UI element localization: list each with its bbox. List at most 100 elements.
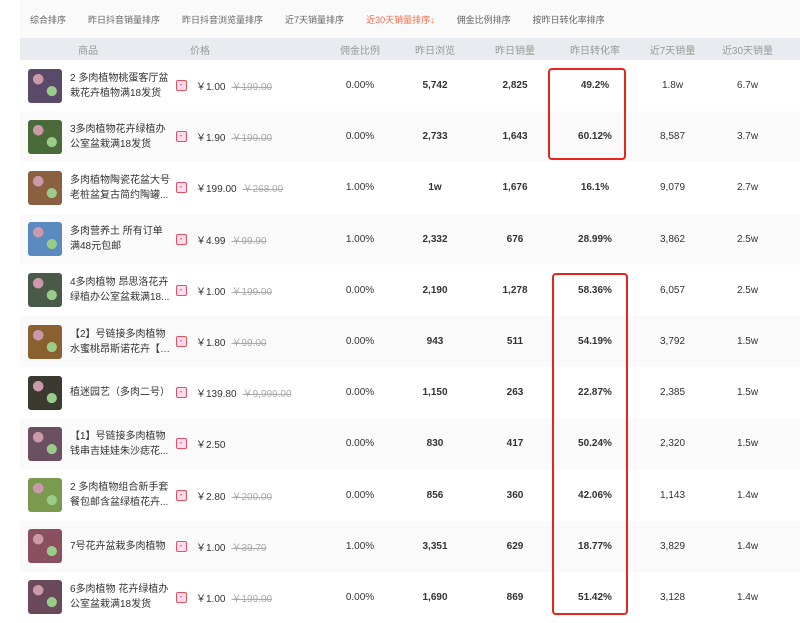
sort-tab[interactable]: 按昨日转化率排序 bbox=[532, 14, 605, 25]
yesterday-conversion: 51.42% bbox=[578, 591, 612, 603]
douyin-icon[interactable] bbox=[176, 591, 187, 603]
header-sales: 昨日销量 bbox=[495, 45, 535, 57]
product-name[interactable]: 6多肉植物 花卉绿植办公室盆栽满18发货 bbox=[70, 584, 169, 611]
table-row[interactable]: 6多肉植物 花卉绿植办公室盆栽满18发货 ￥1.00 ￥199.00 0.00% … bbox=[20, 572, 800, 623]
original-price: ￥199.00 bbox=[231, 133, 273, 145]
douyin-icon[interactable] bbox=[176, 233, 187, 245]
douyin-icon[interactable] bbox=[176, 540, 187, 552]
yesterday-sales: 869 bbox=[506, 591, 524, 603]
sort-tab[interactable]: 昨日抖音销量排序 bbox=[88, 14, 161, 25]
current-price: ￥1.00 bbox=[196, 542, 226, 554]
original-price: ￥39.79 bbox=[231, 542, 267, 554]
sales-30d: 1.4w bbox=[736, 489, 759, 501]
douyin-icon[interactable] bbox=[176, 284, 187, 296]
product-thumbnail[interactable] bbox=[28, 580, 62, 615]
price-cell: ￥199.00 ￥268.00 bbox=[170, 180, 325, 195]
sales-7d: 9,079 bbox=[659, 182, 686, 194]
yesterday-sales: 2,825 bbox=[502, 80, 528, 92]
yesterday-sales: 1,278 bbox=[502, 284, 528, 296]
yesterday-views: 5,742 bbox=[422, 80, 448, 92]
sales-7d: 3,128 bbox=[659, 591, 686, 603]
sort-tab[interactable]: 综合排序 bbox=[30, 14, 67, 25]
douyin-icon[interactable] bbox=[176, 336, 187, 348]
table-row[interactable]: 2 多肉植物组合新手套餐包邮含盆绿植花卉... ￥2.80 ￥200.00 0.0… bbox=[20, 470, 800, 521]
current-price: ￥1.80 bbox=[196, 338, 226, 350]
yesterday-sales: 511 bbox=[506, 336, 524, 348]
current-price: ￥1.90 bbox=[196, 133, 226, 145]
product-thumbnail[interactable] bbox=[28, 478, 62, 513]
yesterday-conversion: 49.2% bbox=[580, 80, 610, 92]
yesterday-conversion: 18.77% bbox=[578, 540, 612, 552]
price-cell: ￥1.00 ￥199.00 bbox=[170, 78, 325, 93]
product-name[interactable]: 2 多肉植物桃蛋客厅盆栽花卉植物满18发货 bbox=[70, 72, 169, 99]
header-commission: 佣金比例 bbox=[340, 45, 380, 57]
sales-30d: 1.5w bbox=[736, 438, 759, 450]
product-name[interactable]: 3多肉植物花卉绿植办公室盆栽满18发货 bbox=[70, 123, 166, 150]
product-name[interactable]: 2 多肉植物组合新手套餐包邮含盆绿植花卉... bbox=[70, 482, 169, 509]
product-name[interactable]: 植迷园艺（多肉二号） bbox=[70, 387, 170, 399]
original-price: ￥199.00 bbox=[231, 286, 273, 298]
table-row[interactable]: 多肉植物陶瓷花盆大号老桩盆复古简约陶罐... ￥199.00 ￥268.00 1.… bbox=[20, 162, 800, 213]
sort-tab[interactable]: 近30天销量排序↓ bbox=[366, 14, 435, 25]
product-name[interactable]: 7号花卉盆栽多肉植物 bbox=[70, 540, 166, 552]
product-name[interactable]: 多肉营养土 所有订单满48元包邮 bbox=[70, 226, 163, 253]
sort-tab[interactable]: 昨日抖音浏览量排序 bbox=[182, 14, 264, 25]
commission-rate: 0.00% bbox=[345, 438, 375, 450]
product-thumbnail[interactable] bbox=[28, 273, 62, 308]
original-price: ￥199.00 bbox=[231, 593, 273, 605]
sort-tab[interactable]: 佣金比例排序 bbox=[456, 14, 511, 25]
product-thumbnail[interactable] bbox=[28, 426, 62, 461]
douyin-icon[interactable] bbox=[176, 182, 187, 194]
product-thumbnail[interactable] bbox=[28, 375, 62, 410]
product-thumbnail[interactable] bbox=[28, 324, 62, 359]
yesterday-views: 1w bbox=[428, 182, 442, 194]
product-cell: 【1】号链接多肉植物钱串吉娃娃朱沙痣花... bbox=[20, 426, 170, 461]
table-row[interactable]: 【2】号链接多肉植物水蜜桃昂斯诺花卉【 ... ￥1.80 ￥99.00 0.00… bbox=[20, 315, 800, 368]
sales-30d: 2.5w bbox=[736, 233, 759, 245]
douyin-icon[interactable] bbox=[176, 387, 187, 399]
sales-30d: 6.7w bbox=[736, 80, 759, 92]
product-name[interactable]: 多肉植物陶瓷花盆大号老桩盆复古简约陶罐... bbox=[70, 174, 170, 201]
original-price: ￥268.00 bbox=[242, 184, 284, 196]
table-row[interactable]: 多肉营养土 所有订单满48元包邮 ￥4.99 ￥99.90 1.00% 2,332… bbox=[20, 213, 800, 265]
commission-rate: 0.00% bbox=[345, 591, 375, 603]
yesterday-sales: 360 bbox=[506, 489, 524, 501]
douyin-icon[interactable] bbox=[176, 438, 187, 450]
current-price: ￥199.00 bbox=[196, 184, 237, 196]
product-name[interactable]: 【1】号链接多肉植物钱串吉娃娃朱沙痣花... bbox=[70, 430, 169, 457]
sales-30d: 1.5w bbox=[736, 387, 759, 399]
header-views: 昨日浏览 bbox=[415, 45, 455, 57]
current-price: ￥139.80 bbox=[196, 389, 237, 401]
yesterday-conversion: 28.99% bbox=[578, 233, 612, 245]
table-row[interactable]: 植迷园艺（多肉二号） ￥139.80 ￥9,999.00 0.00% 1,150 … bbox=[20, 367, 800, 418]
product-thumbnail[interactable] bbox=[28, 222, 62, 257]
product-thumbnail[interactable] bbox=[28, 170, 62, 205]
commission-rate: 0.00% bbox=[345, 80, 375, 92]
product-name[interactable]: 4多肉植物 昂思洛花卉绿植办公室盆栽满18... bbox=[70, 277, 170, 304]
sort-tab[interactable]: 近7天销量排序 bbox=[285, 14, 345, 25]
product-thumbnail[interactable] bbox=[28, 119, 62, 154]
product-cell: 7号花卉盆栽多肉植物 bbox=[20, 529, 170, 564]
table-row[interactable]: 2 多肉植物桃蛋客厅盆栽花卉植物满18发货 ￥1.00 ￥199.00 0.00%… bbox=[20, 60, 800, 111]
original-price: ￥99.00 bbox=[231, 338, 267, 350]
yesterday-conversion: 58.36% bbox=[578, 284, 612, 296]
table-row[interactable]: 4多肉植物 昂思洛花卉绿植办公室盆栽满18... ￥1.00 ￥199.00 0.… bbox=[20, 265, 800, 316]
yesterday-sales: 629 bbox=[506, 540, 524, 552]
table-row[interactable]: 3多肉植物花卉绿植办公室盆栽满18发货 ￥1.90 ￥199.00 0.00% 2… bbox=[20, 111, 800, 163]
douyin-icon[interactable] bbox=[176, 80, 187, 92]
table-row[interactable]: 7号花卉盆栽多肉植物 ￥1.00 ￥39.79 1.00% 3,351 629 1… bbox=[20, 520, 800, 572]
price-cell: ￥1.90 ￥199.00 bbox=[170, 129, 325, 144]
douyin-icon[interactable] bbox=[176, 489, 187, 501]
product-cell: 多肉营养土 所有订单满48元包邮 bbox=[20, 222, 170, 257]
yesterday-conversion: 22.87% bbox=[578, 387, 612, 399]
table-row[interactable]: 【1】号链接多肉植物钱串吉娃娃朱沙痣花... ￥2.50 0.00% 830 4… bbox=[20, 418, 800, 470]
douyin-icon[interactable] bbox=[176, 131, 187, 143]
sales-30d: 2.7w bbox=[736, 182, 759, 194]
product-thumbnail[interactable] bbox=[28, 529, 62, 564]
sales-7d: 1,143 bbox=[659, 489, 686, 501]
product-name[interactable]: 【2】号链接多肉植物水蜜桃昂斯诺花卉【 ... bbox=[70, 328, 166, 355]
product-thumbnail[interactable] bbox=[28, 68, 62, 103]
yesterday-views: 1,150 bbox=[422, 387, 448, 399]
sales-30d: 2.5w bbox=[736, 284, 759, 296]
commission-rate: 0.00% bbox=[345, 387, 375, 399]
